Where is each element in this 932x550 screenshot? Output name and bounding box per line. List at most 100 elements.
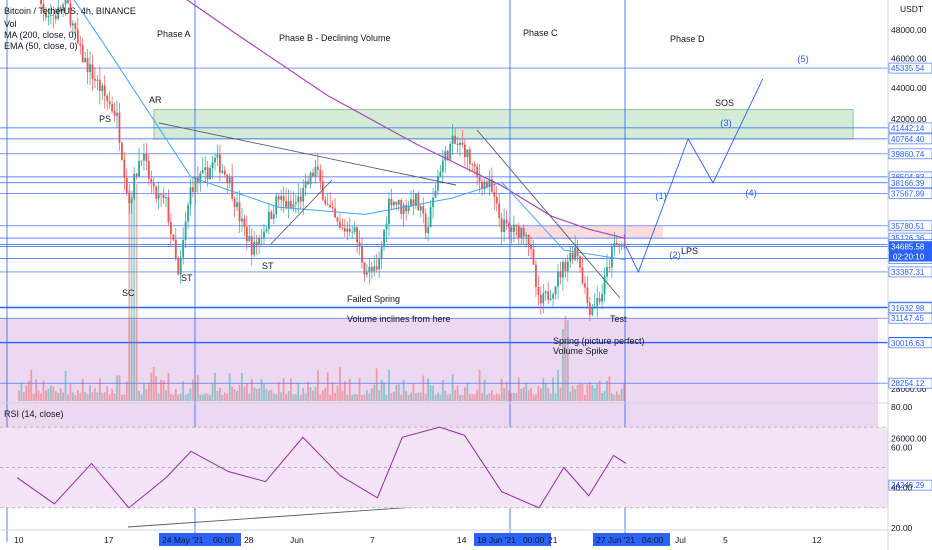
volume-bar [72, 392, 74, 401]
volume-spike-label: Volume Spike [553, 346, 609, 356]
projection: (1) (2) (3) (4) (5) [625, 54, 809, 274]
time-tick: 7 [370, 535, 375, 545]
volume-bar [211, 383, 214, 401]
price-level-text: 34685.58 [891, 243, 925, 252]
price-level-text: 45335.54 [891, 64, 925, 73]
candle-body [608, 267, 611, 268]
candle-body [596, 298, 599, 307]
price-level-tag [888, 479, 932, 491]
candle-body [290, 201, 292, 208]
wave-label: (5) [797, 54, 809, 65]
volume-bar [343, 381, 346, 401]
volume-bar [221, 394, 224, 401]
rsi-tick: 20.00 [891, 523, 913, 533]
candle-body [402, 204, 405, 214]
candle-body [606, 267, 608, 277]
candle-body [45, 12, 47, 18]
volume-bar [194, 382, 197, 401]
volume-bar [486, 394, 488, 401]
candle-body [116, 112, 118, 116]
volume-bar [449, 394, 452, 401]
volume-bar [135, 184, 138, 401]
candle-body [547, 291, 550, 300]
currency-label: USDT [900, 4, 923, 14]
candle-body [395, 201, 398, 205]
volume-bar [505, 381, 508, 401]
price-level-tag [888, 188, 932, 199]
candle-body [363, 262, 366, 275]
volume-bar [192, 379, 194, 401]
volume-bar [557, 370, 559, 401]
volume-bar [314, 386, 317, 401]
time-tick: Jun [290, 535, 304, 545]
volume-bar [410, 392, 412, 401]
candle-body [57, 7, 60, 19]
volume-bar [471, 394, 474, 401]
volume-bar [89, 385, 91, 401]
volume-bar [27, 380, 30, 401]
phase-a-label: Phase A [157, 29, 191, 39]
volume-bar [574, 389, 577, 401]
volume-bar [84, 391, 87, 401]
volume-bar [187, 393, 189, 401]
volume-bars [18, 184, 626, 401]
candle-body [307, 181, 309, 185]
volume-bar [434, 394, 437, 401]
volume-bar [532, 394, 535, 401]
volume-bar [302, 388, 305, 401]
volume-bar [223, 392, 226, 401]
volume-bar [454, 389, 456, 401]
volume-bar [544, 383, 547, 401]
candle-body [253, 241, 256, 255]
volume-bar [52, 386, 55, 401]
volume-bar [150, 372, 153, 401]
candle-body [405, 204, 407, 212]
rsi-tick: 60.00 [891, 442, 913, 452]
candle-body [182, 239, 185, 258]
volume-bar [368, 393, 371, 401]
volume-bar [444, 390, 447, 401]
candle-body [138, 160, 140, 177]
candle-body [170, 222, 172, 235]
volume-bar [42, 380, 45, 401]
candle-body [510, 227, 513, 232]
candle-body [562, 261, 564, 278]
candle-body [221, 170, 224, 173]
volume-bar [380, 379, 383, 401]
candle-body [280, 196, 283, 200]
volume-bar [74, 394, 77, 401]
volume-bar [424, 393, 427, 401]
price-level-text: 35780.51 [891, 222, 925, 231]
volume-bar [299, 394, 302, 401]
candle-body [40, 0, 42, 5]
price-level-text: 39860.74 [891, 150, 925, 159]
candle-body [503, 219, 505, 232]
candle-body [495, 196, 498, 204]
candle-body [361, 246, 363, 263]
volume-bar [101, 392, 104, 401]
volume-bar [569, 391, 572, 401]
volume-bar [69, 384, 72, 401]
candle-body [250, 236, 253, 255]
volume-bar [245, 383, 248, 401]
candle-body [611, 246, 613, 268]
candle-body [145, 153, 148, 162]
candle-body [165, 197, 167, 199]
volume-bar [571, 385, 574, 401]
candle-body [326, 203, 329, 205]
candle-body [64, 0, 67, 5]
volume-bar [228, 373, 231, 401]
candle-body [439, 171, 442, 176]
volume-bar [552, 377, 554, 401]
volume-bar [341, 390, 344, 401]
volume-bar [199, 394, 202, 401]
candle-body [441, 160, 444, 172]
candle-body [96, 79, 99, 81]
trendline [476, 129, 621, 299]
volume-bar [336, 385, 339, 401]
volume-bar [157, 393, 160, 401]
volume-bar [358, 377, 361, 401]
candle-body [331, 207, 334, 209]
price-level-text: 37567.99 [891, 189, 925, 198]
